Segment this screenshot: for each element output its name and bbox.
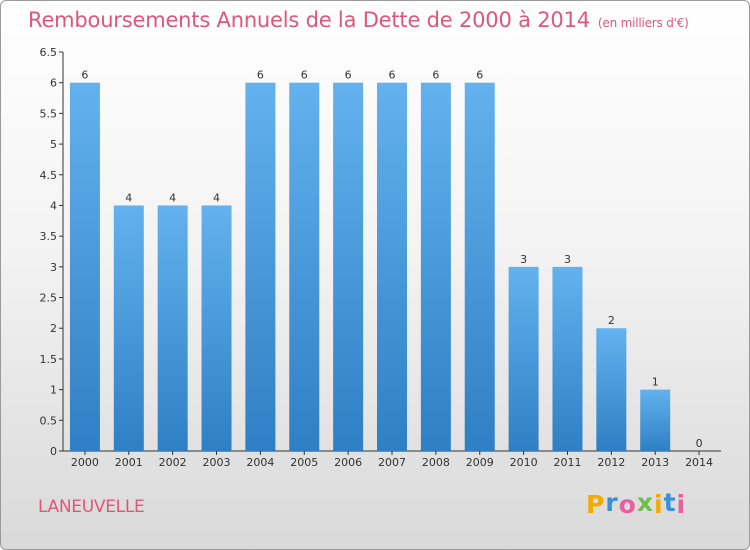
y-tick-label: 5 <box>50 138 57 151</box>
x-tick-label: 2005 <box>290 456 318 469</box>
proxiti-logo: Proxiti <box>586 488 687 519</box>
logo-letter: x <box>636 488 654 517</box>
bar-value-label: 0 <box>696 437 703 450</box>
bar <box>640 389 671 451</box>
y-tick-label: 4 <box>50 199 57 212</box>
y-tick-label: 3 <box>50 261 57 274</box>
bar-value-label: 6 <box>389 69 396 82</box>
x-tick-label: 2007 <box>378 456 406 469</box>
commune-name: LANEUVELLE <box>38 497 145 517</box>
x-tick-label: 2012 <box>597 456 625 469</box>
y-tick-label: 6 <box>50 77 57 90</box>
bar <box>289 82 320 451</box>
bar-value-label: 6 <box>257 69 264 82</box>
bar <box>245 82 276 451</box>
bar <box>69 82 100 451</box>
y-tick-label: 2.5 <box>40 292 58 305</box>
bar-value-label: 1 <box>652 376 659 389</box>
y-tick-label: 1.5 <box>40 353 58 366</box>
bar-value-label: 6 <box>81 69 88 82</box>
bar-value-label: 4 <box>213 191 220 204</box>
x-tick-label: 2009 <box>466 456 494 469</box>
bar-value-label: 6 <box>345 69 352 82</box>
y-tick-label: 0 <box>50 445 57 458</box>
bar <box>113 205 144 451</box>
bar <box>377 82 407 451</box>
y-tick-label: 3.5 <box>40 230 58 243</box>
bar <box>333 82 364 451</box>
x-tick-label: 2002 <box>159 456 187 469</box>
logo-letter: P <box>586 490 606 519</box>
x-tick-label: 2011 <box>553 456 581 469</box>
logo-letter: t <box>663 488 677 517</box>
bar-value-label: 4 <box>169 191 176 204</box>
bars <box>69 82 671 451</box>
bar <box>464 82 495 451</box>
bar-value-label: 6 <box>432 69 439 82</box>
bar-value-label: 3 <box>520 253 527 266</box>
bar-value-label: 6 <box>476 69 483 82</box>
bar <box>157 205 188 451</box>
bar <box>420 82 451 451</box>
chart-unit: (en milliers d'€) <box>597 16 689 30</box>
logo-letter: r <box>605 488 619 517</box>
x-tick-label: 2014 <box>685 456 713 469</box>
x-tick-label: 2006 <box>334 456 362 469</box>
x-tick-label: 2000 <box>71 456 99 469</box>
logo-letter: i <box>654 490 664 519</box>
bar-value-label: 3 <box>564 253 571 266</box>
x-tick-label: 2004 <box>246 456 274 469</box>
y-tick-label: 0.5 <box>40 414 58 427</box>
bar-value-label: 4 <box>125 191 132 204</box>
y-tick-label: 4.5 <box>40 169 58 182</box>
bar <box>552 266 583 451</box>
logo-letter: i <box>676 490 687 519</box>
bar <box>201 205 232 451</box>
chart-title: Remboursements Annuels de la Dette de 20… <box>28 8 689 32</box>
y-tick-label: 1 <box>50 384 57 397</box>
y-tick-label: 5.5 <box>40 107 58 120</box>
x-tick-label: 2001 <box>115 456 143 469</box>
y-tick-label: 6.5 <box>40 46 58 59</box>
y-tick-label: 2 <box>50 322 57 335</box>
x-tick-label: 2003 <box>203 456 231 469</box>
logo-letter: o <box>618 490 637 519</box>
x-tick-label: 2008 <box>422 456 450 469</box>
chart-title-text: Remboursements Annuels de la Dette de 20… <box>28 8 590 32</box>
bar-value-label: 2 <box>608 314 615 327</box>
bar <box>508 266 539 451</box>
value-labels: 6 4 4 4 6 6 6 6 6 6 3 3 2 1 0 <box>81 69 702 450</box>
bar <box>596 328 627 451</box>
bar-value-label: 6 <box>301 69 308 82</box>
x-tick-label: 2013 <box>641 456 669 469</box>
x-tick-label: 2010 <box>510 456 538 469</box>
tick-labels: 0 0.5 1 1.5 2 2.5 3 3.5 4 4.5 5 5.5 6 6.5 2000 2001 2002… <box>40 46 714 469</box>
